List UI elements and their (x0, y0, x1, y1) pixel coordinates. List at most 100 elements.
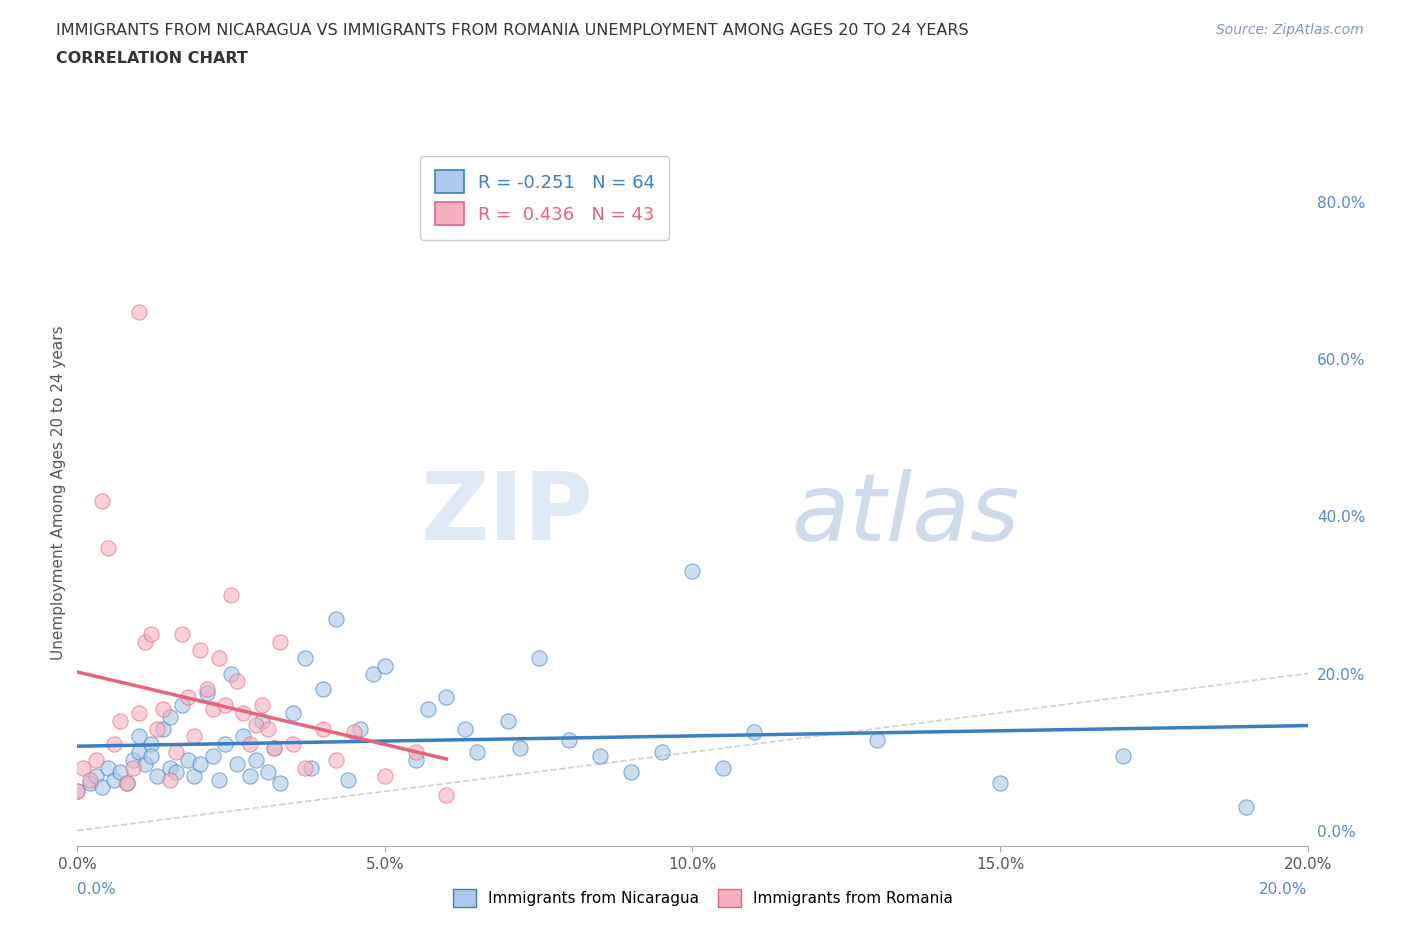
Point (159, 761, 181, 776)
Text: ZIP: ZIP (422, 468, 595, 560)
Point (90, 493, 114, 508)
Point (436, 788, 458, 803)
Point (257, 764, 280, 779)
Point (146, 721, 169, 736)
Point (509, 740, 531, 755)
Point (682, 564, 704, 578)
Point (134, 756, 156, 771)
Point (84, 752, 107, 767)
Point (177, 690, 200, 705)
Point (299, 761, 322, 776)
Point (97, 761, 120, 776)
Point (361, 666, 384, 681)
Point (159, 710, 181, 724)
Point (465, 745, 488, 760)
Point (128, 305, 150, 320)
Point (1234, 800, 1257, 815)
Point (263, 740, 285, 755)
Point (374, 768, 396, 783)
Point (110, 713, 132, 728)
Point (294, 650, 316, 665)
Point (232, 705, 254, 720)
Point (325, 752, 347, 767)
Point (103, 772, 125, 787)
Point (66, 784, 89, 799)
Point (183, 768, 205, 783)
Point (374, 658, 396, 673)
Legend: Immigrants from Nicaragua, Immigrants from Romania: Immigrants from Nicaragua, Immigrants fr… (447, 884, 959, 913)
Point (454, 721, 477, 736)
Point (349, 721, 371, 736)
Point (115, 776, 138, 790)
Point (496, 713, 519, 728)
Point (866, 733, 889, 748)
Point (312, 721, 335, 736)
Point (239, 737, 262, 751)
Point (159, 772, 181, 787)
Point (558, 733, 581, 748)
Point (988, 776, 1011, 790)
Point (141, 737, 163, 751)
Point (79, 776, 101, 790)
Point (232, 729, 254, 744)
Point (110, 764, 132, 779)
Point (416, 701, 439, 716)
Point (436, 690, 458, 705)
Point (742, 725, 765, 740)
Point (90, 780, 114, 795)
Point (589, 749, 612, 764)
Point (245, 752, 267, 767)
Point (312, 682, 335, 697)
Point (84, 768, 107, 783)
Point (128, 745, 150, 760)
Point (405, 745, 427, 760)
Point (269, 634, 291, 649)
Text: atlas: atlas (792, 469, 1019, 560)
Point (188, 643, 212, 658)
Text: IMMIGRANTS FROM NICARAGUA VS IMMIGRANTS FROM ROMANIA UNEMPLOYMENT AMONG AGES 20 : IMMIGRANTS FROM NICARAGUA VS IMMIGRANTS … (56, 23, 969, 38)
Point (208, 650, 231, 665)
Point (170, 698, 193, 712)
Point (651, 745, 673, 760)
Point (281, 705, 304, 720)
Point (115, 776, 138, 790)
Point (103, 737, 125, 751)
Point (177, 752, 200, 767)
Point (250, 713, 273, 728)
Point (214, 737, 236, 751)
Point (405, 752, 427, 767)
Point (294, 761, 316, 776)
Text: 0.0%: 0.0% (77, 882, 117, 897)
Point (201, 701, 224, 716)
Point (263, 740, 285, 755)
Point (128, 729, 150, 744)
Point (269, 776, 291, 790)
Point (1112, 749, 1135, 764)
Point (165, 745, 187, 760)
Point (121, 752, 143, 767)
Point (208, 772, 231, 787)
Point (226, 674, 249, 689)
Point (620, 764, 643, 779)
Point (226, 756, 249, 771)
Point (195, 685, 218, 700)
Point (152, 701, 174, 716)
Point (711, 761, 734, 776)
Point (128, 705, 150, 720)
Point (134, 634, 156, 649)
Point (343, 725, 366, 740)
Point (165, 764, 187, 779)
Point (245, 717, 267, 732)
Point (79, 772, 101, 787)
Point (214, 698, 236, 712)
Text: CORRELATION CHART: CORRELATION CHART (56, 51, 247, 66)
Point (146, 768, 169, 783)
Point (337, 772, 360, 787)
Point (188, 756, 212, 771)
Point (97, 540, 120, 555)
Point (250, 698, 273, 712)
Point (72, 761, 94, 776)
Point (195, 682, 218, 697)
Legend: R = -0.251   N = 64, R =  0.436   N = 43: R = -0.251 N = 64, R = 0.436 N = 43 (420, 155, 669, 240)
Y-axis label: Unemployment Among Ages 20 to 24 years: Unemployment Among Ages 20 to 24 years (51, 326, 66, 660)
